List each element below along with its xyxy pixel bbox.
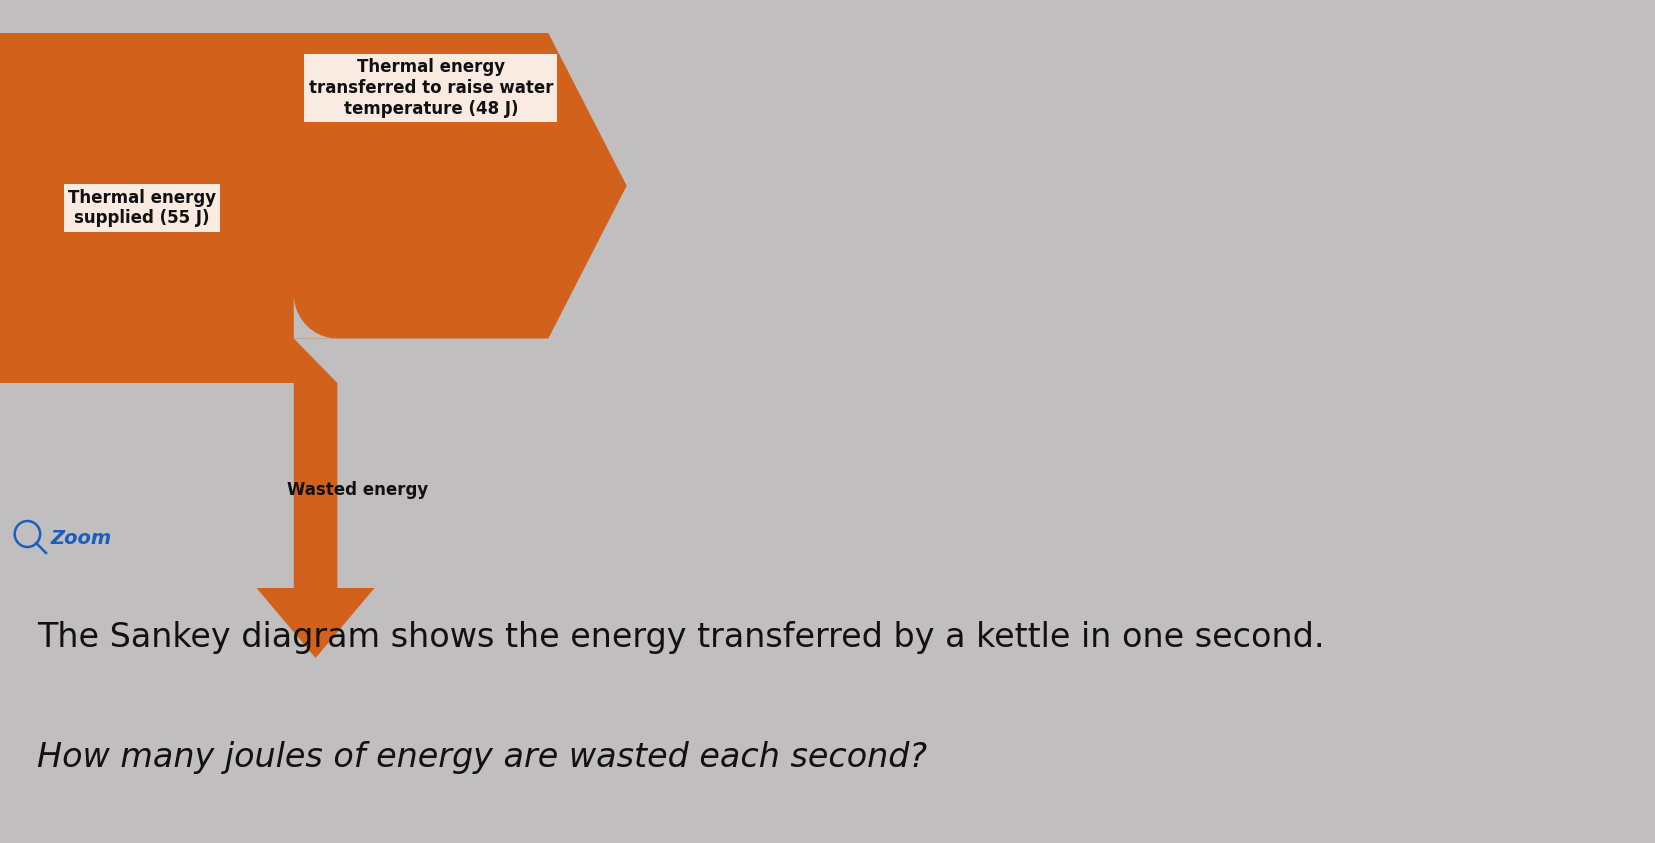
Text: How many joules of energy are wasted each second?: How many joules of energy are wasted eac… — [36, 742, 927, 775]
Polygon shape — [293, 294, 338, 338]
Text: Wasted energy: Wasted energy — [286, 481, 429, 499]
Text: The Sankey diagram shows the energy transferred by a kettle in one second.: The Sankey diagram shows the energy tran… — [36, 621, 1326, 654]
Text: Thermal energy
supplied (55 J): Thermal energy supplied (55 J) — [68, 189, 217, 228]
Polygon shape — [0, 33, 293, 383]
Polygon shape — [293, 33, 627, 338]
Polygon shape — [257, 338, 374, 658]
Text: Zoom: Zoom — [51, 529, 113, 547]
Text: Thermal energy
transferred to raise water
temperature (48 J): Thermal energy transferred to raise wate… — [308, 58, 553, 118]
